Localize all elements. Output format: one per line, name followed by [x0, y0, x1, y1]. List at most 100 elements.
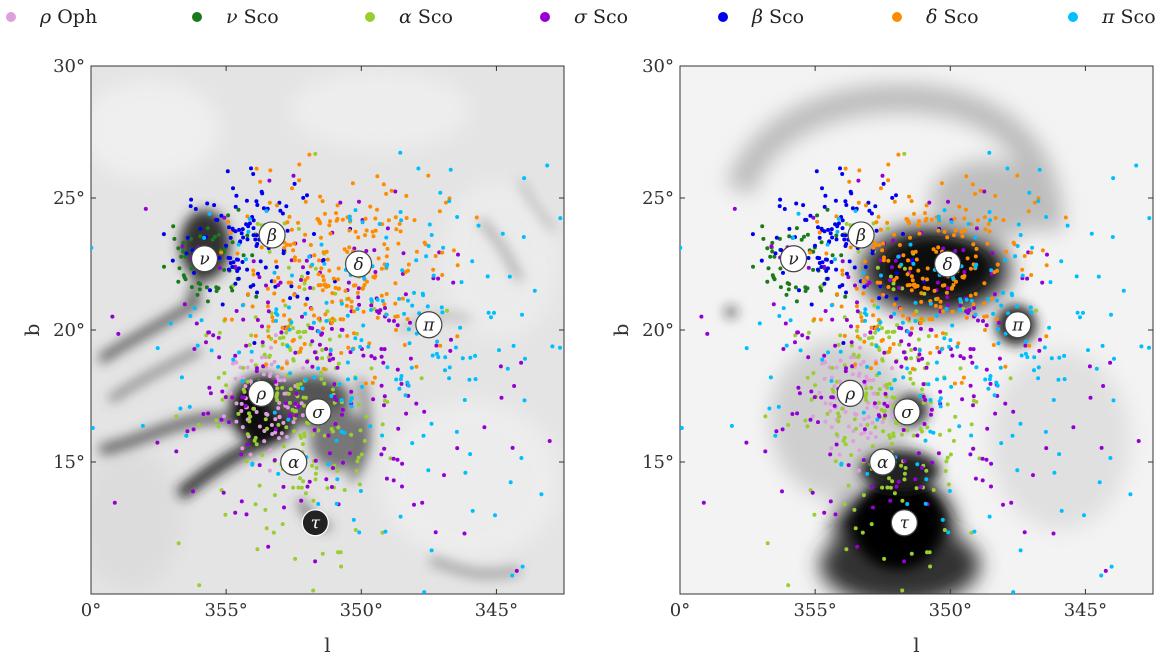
star-point: [870, 484, 875, 489]
star-point: [909, 288, 914, 293]
star-point: [861, 410, 866, 415]
cluster-label: ρ: [255, 384, 266, 404]
star-point: [828, 409, 833, 413]
star-point: [888, 346, 892, 351]
star-point: [276, 406, 281, 411]
star-point: [251, 259, 256, 264]
star-point: [928, 301, 933, 306]
star-point: [455, 446, 460, 451]
star-point: [1026, 250, 1031, 255]
star-point: [875, 417, 880, 422]
star-point: [436, 355, 441, 360]
star-point: [339, 564, 344, 569]
star-point: [335, 468, 340, 473]
star-point: [253, 237, 258, 242]
star-point: [1062, 353, 1067, 358]
star-point: [208, 288, 212, 293]
star-point: [949, 220, 954, 225]
star-point: [274, 394, 279, 399]
star-point: [849, 191, 854, 196]
star-point: [888, 274, 893, 279]
star-point: [492, 310, 496, 315]
star-point: [830, 235, 835, 240]
star-point: [197, 423, 202, 427]
star-point: [324, 319, 329, 323]
star-point: [944, 290, 949, 295]
star-point: [223, 395, 228, 400]
star-point: [260, 343, 265, 348]
legend-item: α Sco: [365, 6, 453, 28]
star-point: [380, 422, 385, 427]
star-point: [336, 361, 341, 366]
star-point: [297, 285, 302, 289]
star-point: [865, 378, 870, 383]
star-point: [811, 249, 816, 254]
star-point: [353, 376, 358, 381]
star-point: [220, 397, 225, 402]
star-point: [800, 333, 805, 338]
star-point: [302, 342, 307, 346]
star-point: [953, 249, 958, 253]
star-point: [356, 286, 361, 291]
star-point: [973, 235, 978, 240]
star-point: [288, 414, 293, 419]
star-point: [864, 374, 869, 379]
star-point: [926, 286, 931, 291]
star-point: [363, 216, 368, 221]
star-point: [301, 366, 305, 371]
star-point: [1063, 215, 1068, 220]
star-point: [338, 200, 343, 205]
star-point: [680, 426, 684, 430]
star-point: [357, 302, 362, 307]
star-point: [865, 406, 870, 411]
star-point: [1044, 446, 1049, 451]
star-point: [308, 285, 313, 290]
star-point: [327, 358, 332, 363]
star-point: [206, 411, 211, 416]
star-point: [994, 317, 999, 322]
star-point: [340, 412, 344, 417]
star-point: [334, 218, 339, 223]
star-point: [916, 358, 921, 363]
star-point: [364, 249, 369, 253]
star-point: [319, 370, 324, 375]
star-point: [370, 229, 375, 234]
star-point: [321, 258, 326, 262]
star-point: [844, 547, 849, 552]
star-point: [833, 198, 838, 203]
star-point: [499, 395, 504, 400]
star-point: [268, 448, 273, 453]
star-point: [974, 365, 979, 370]
star-point: [909, 199, 914, 204]
star-point: [947, 344, 952, 349]
star-point: [305, 275, 310, 280]
star-point: [349, 299, 354, 304]
star-point: [558, 345, 562, 350]
star-point: [826, 350, 831, 355]
star-point: [208, 391, 213, 396]
star-point: [917, 219, 921, 224]
star-point: [948, 452, 953, 457]
star-point: [881, 241, 885, 246]
cluster-marker: [304, 398, 332, 426]
cluster-marker: [280, 448, 308, 476]
star-point: [255, 547, 260, 552]
star-point: [303, 395, 308, 400]
star-point: [230, 240, 235, 245]
star-point: [460, 356, 465, 361]
star-point: [862, 379, 867, 384]
star-point: [259, 245, 264, 250]
star-point: [1036, 199, 1041, 204]
star-point: [850, 364, 855, 369]
y-tick-label: 25°: [53, 188, 85, 209]
star-point: [901, 375, 906, 380]
star-point: [989, 461, 994, 466]
star-point: [305, 484, 310, 489]
star-point: [205, 201, 210, 206]
star-point: [433, 530, 438, 535]
star-point: [939, 181, 944, 186]
star-point: [994, 380, 999, 385]
star-point: [251, 406, 256, 411]
star-point: [262, 352, 267, 357]
star-point: [810, 414, 815, 419]
